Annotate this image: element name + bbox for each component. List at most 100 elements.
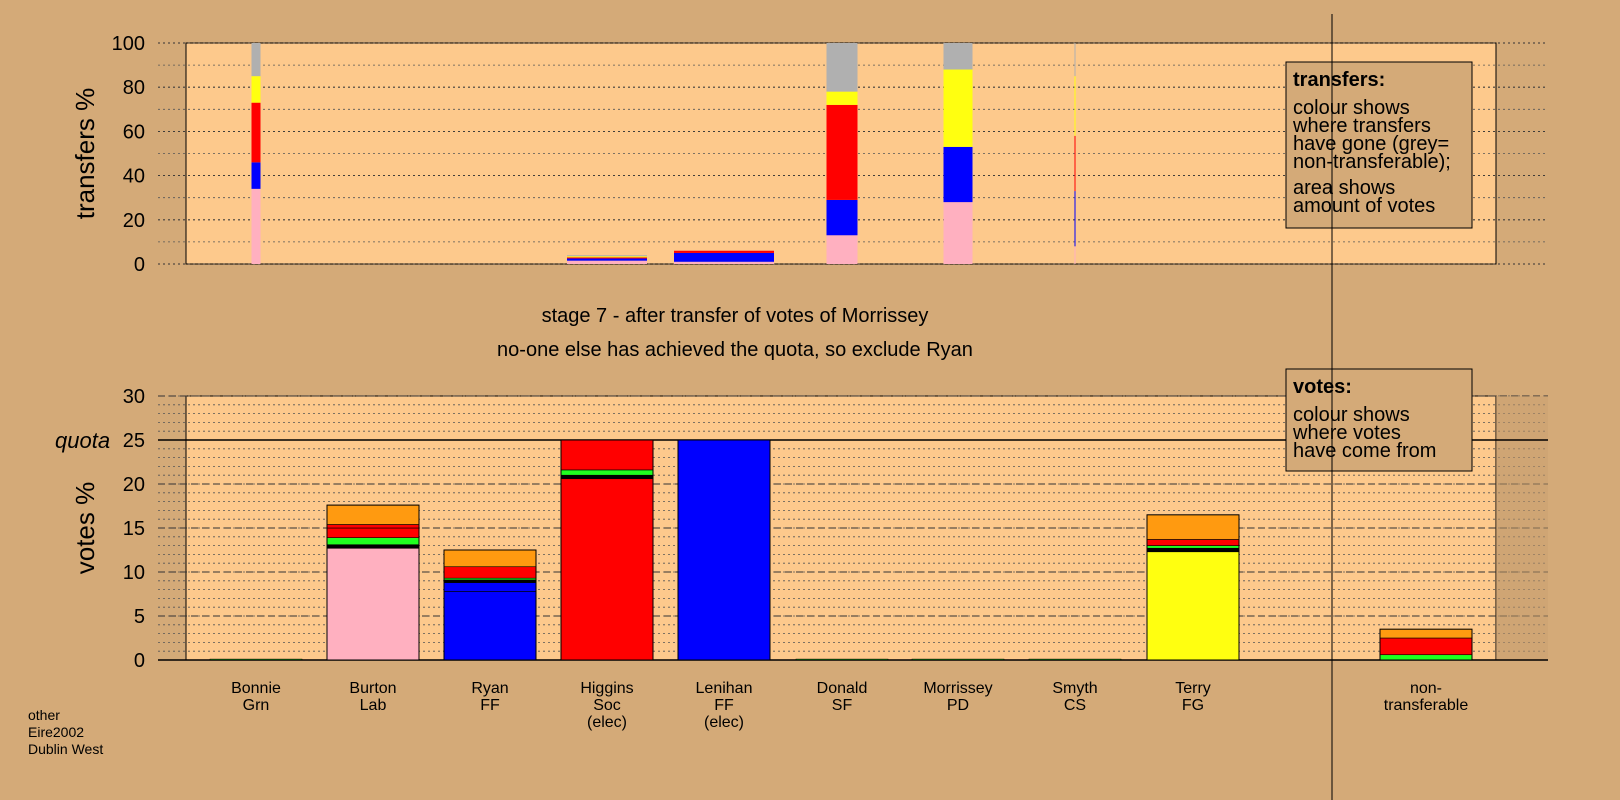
candidate-label-higgins: (elec) [587, 714, 627, 731]
vote-segment-black [443, 579, 537, 583]
candidate-label-non-transferable: transferable [1384, 697, 1469, 714]
vote-bar-bonnie [209, 658, 303, 661]
transfers-tick-label: 60 [123, 121, 145, 143]
transfer-segment-grey [567, 255, 647, 257]
vote-bar-burton [326, 504, 420, 661]
vote-segment-green [795, 658, 889, 661]
transfers-tick-label: 20 [123, 210, 145, 232]
transfer-segment-blue [1074, 191, 1076, 247]
votes-tick-label: 20 [123, 474, 145, 496]
votes-chart: 0 5 10 15 20 25 30 votes % quota [55, 386, 1548, 672]
transfer-segment-grey [1074, 43, 1076, 77]
transfers-note-title: transfers: [1293, 69, 1385, 91]
transfer-segment-pink [826, 235, 858, 264]
candidate-label-lenihan: Lenihan [696, 680, 753, 697]
candidate-labels: BonnieGrnBurtonLabRyanFFHigginsSoc(elec)… [231, 680, 1468, 731]
vote-segment-red [1379, 637, 1473, 656]
transfer-segment-blue [826, 199, 858, 236]
vote-bar-outline [443, 549, 537, 661]
vote-segment-green [1028, 658, 1122, 661]
transfers-note-line: area shows [1293, 177, 1395, 199]
candidate-label-ryan: FF [480, 697, 500, 714]
vote-segment-orange [1379, 628, 1473, 639]
candidate-label-lenihan: (elec) [704, 714, 744, 731]
votes-tick-label: 0 [134, 650, 145, 672]
votes-tick-label: 25 [123, 430, 145, 452]
vote-bar-ryan [443, 549, 537, 661]
vote-bar-lenihan [677, 439, 771, 661]
transfer-segment-red [251, 102, 261, 163]
transfer-segment-pink [251, 188, 261, 264]
transfer-segment-yellow [826, 91, 858, 105]
vote-segment-green [1379, 654, 1473, 661]
vote-bar-higgins [560, 439, 654, 661]
candidate-label-burton: Lab [360, 697, 387, 714]
vote-bar-donald [795, 658, 889, 661]
candidate-label-bonnie: Grn [243, 697, 270, 714]
transfer-segment-blue [567, 258, 647, 261]
transfer-bar-higgins [567, 255, 647, 264]
transfer-segment-yellow [251, 76, 261, 103]
vote-segment-orange [443, 549, 537, 568]
transfer-segment-red [826, 104, 858, 200]
transfer-bar-morrissey [943, 43, 973, 264]
quota-label: quota [55, 428, 110, 453]
transfers-note-line: colour shows [1293, 97, 1410, 119]
vote-segment-pink [326, 547, 420, 661]
transfer-segment-grey [826, 43, 858, 92]
candidate-label-non-transferable: non- [1410, 680, 1442, 697]
vote-bar-outline [1146, 514, 1240, 661]
candidate-label-higgins: Higgins [580, 680, 633, 697]
vote-segment-black [560, 474, 654, 480]
transfer-segment-grey [251, 43, 261, 77]
transfer-bar-bonnie [251, 43, 261, 264]
footer-other: other [28, 707, 60, 723]
vote-segment-red [326, 524, 420, 529]
transfers-tick-label: 100 [112, 33, 145, 55]
footer-constituency: Dublin West [28, 741, 103, 757]
transfers-note-line: where transfers [1292, 115, 1431, 137]
candidate-label-smyth: CS [1064, 697, 1086, 714]
votes-tick-label: 5 [134, 606, 145, 628]
transfer-segment-pink [567, 260, 647, 264]
transfer-segment-grey [943, 43, 973, 70]
vote-segment-green [326, 537, 420, 546]
vote-bar-outline [677, 439, 771, 661]
vote-bar-outline [326, 504, 420, 661]
transfers-note-line: non-transferable); [1293, 151, 1451, 173]
vote-segment-orange [1146, 514, 1240, 540]
transfer-segment-blue [943, 146, 973, 203]
candidate-label-higgins: Soc [593, 697, 621, 714]
transfer-segment-blue [251, 162, 261, 189]
votes-shade-right [1496, 396, 1548, 660]
candidate-label-lenihan: FF [714, 697, 734, 714]
vote-segment-red [443, 566, 537, 579]
candidate-label-bonnie: Bonnie [231, 680, 281, 697]
transfers-note-line: amount of votes [1293, 195, 1435, 217]
transfer-segment-yellow [943, 69, 973, 147]
stage-title: stage 7 - after transfer of votes of Mor… [542, 305, 929, 327]
vote-segment-red [560, 439, 654, 471]
vote-segment-red [326, 527, 420, 538]
transfers-tick-label: 0 [134, 254, 145, 276]
vote-segment-blue [677, 439, 771, 661]
footer-election: Eire2002 [28, 724, 84, 740]
votes-note-box [1285, 368, 1473, 472]
transfer-bar-donald [826, 43, 858, 264]
candidate-label-ryan: Ryan [471, 680, 508, 697]
vote-bar-morrissey [911, 658, 1005, 661]
candidate-label-terry: FG [1182, 697, 1204, 714]
vote-segment-green [560, 469, 654, 476]
vote-segment-red [560, 478, 654, 661]
candidate-label-donald: SF [832, 697, 853, 714]
transfer-segment-yellow [567, 256, 647, 258]
transfers-chart: 0 20 40 60 80 100 transfers % [70, 33, 1548, 276]
stage-subtitle: no-one else has achieved the quota, so e… [497, 339, 973, 361]
transfer-segment-pink [674, 261, 774, 264]
candidate-label-morrissey: Morrissey [923, 680, 992, 697]
vote-segment-red [1146, 539, 1240, 546]
votes-note-title: votes: [1293, 376, 1352, 398]
vote-bar-non-transferable [1379, 628, 1473, 661]
